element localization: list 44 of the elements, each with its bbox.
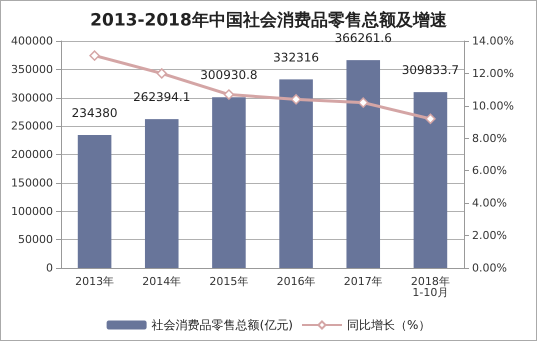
x-tick-label: 2014年 (142, 275, 182, 288)
y-tick-label: 150000 (11, 176, 53, 190)
x-tick-label: 2016年 (276, 275, 316, 288)
chart-title: 2013-2018年中国社会消费品零售总额及增速 (90, 10, 447, 30)
bar (78, 134, 112, 268)
y2-tick-label: 14.00% (472, 34, 514, 48)
point (290, 94, 302, 105)
y-tick-label: 350000 (11, 62, 53, 76)
x-tick-label: 2013年 (75, 275, 114, 288)
y-tick-label: 100000 (11, 204, 53, 218)
point (156, 68, 167, 79)
y2-tick-label: 0.00% (472, 262, 507, 274)
y-tick-label: 300000 (11, 91, 53, 104)
data-label: 262394.1 (133, 90, 190, 104)
y-tick-label: 50000 (18, 233, 53, 246)
point (89, 50, 100, 61)
y-tick-label: 200000 (11, 148, 53, 161)
y2-tick-label: 10.00% (472, 99, 514, 112)
x-tick-label: 2015年 (209, 275, 248, 288)
legend-label: 同比增长（%） (346, 318, 430, 332)
bar (414, 92, 448, 268)
point (224, 89, 234, 100)
data-label: 234380 (72, 106, 118, 120)
y-tick-label: 400000 (11, 34, 53, 48)
data-label: 332316 (273, 50, 319, 64)
bar (346, 60, 380, 268)
y2-tick-label: 8.00% (472, 132, 507, 145)
y-tick-label: 0 (46, 262, 53, 274)
data-label: 366261.6 (334, 31, 392, 46)
data-label: 309833.7 (402, 63, 460, 78)
bar (279, 79, 313, 268)
y2-tick-label: 6.00% (472, 164, 507, 178)
point (425, 114, 436, 124)
y2-tick-label: 2.00% (472, 229, 507, 242)
point (358, 97, 368, 108)
y2-tick-label: 12.00% (472, 66, 514, 80)
x-tick-label: 2018年 1-10月 (410, 275, 450, 299)
y-tick-label: 250000 (11, 120, 53, 133)
legend-label: 社会消费品零售总额(亿元) (152, 318, 293, 332)
data-label: 300930.8 (200, 68, 258, 82)
bar (212, 97, 246, 268)
x-tick-label: 2017年 (344, 275, 383, 288)
y2-tick-label: 4.00% (472, 196, 507, 210)
bar (144, 119, 179, 268)
